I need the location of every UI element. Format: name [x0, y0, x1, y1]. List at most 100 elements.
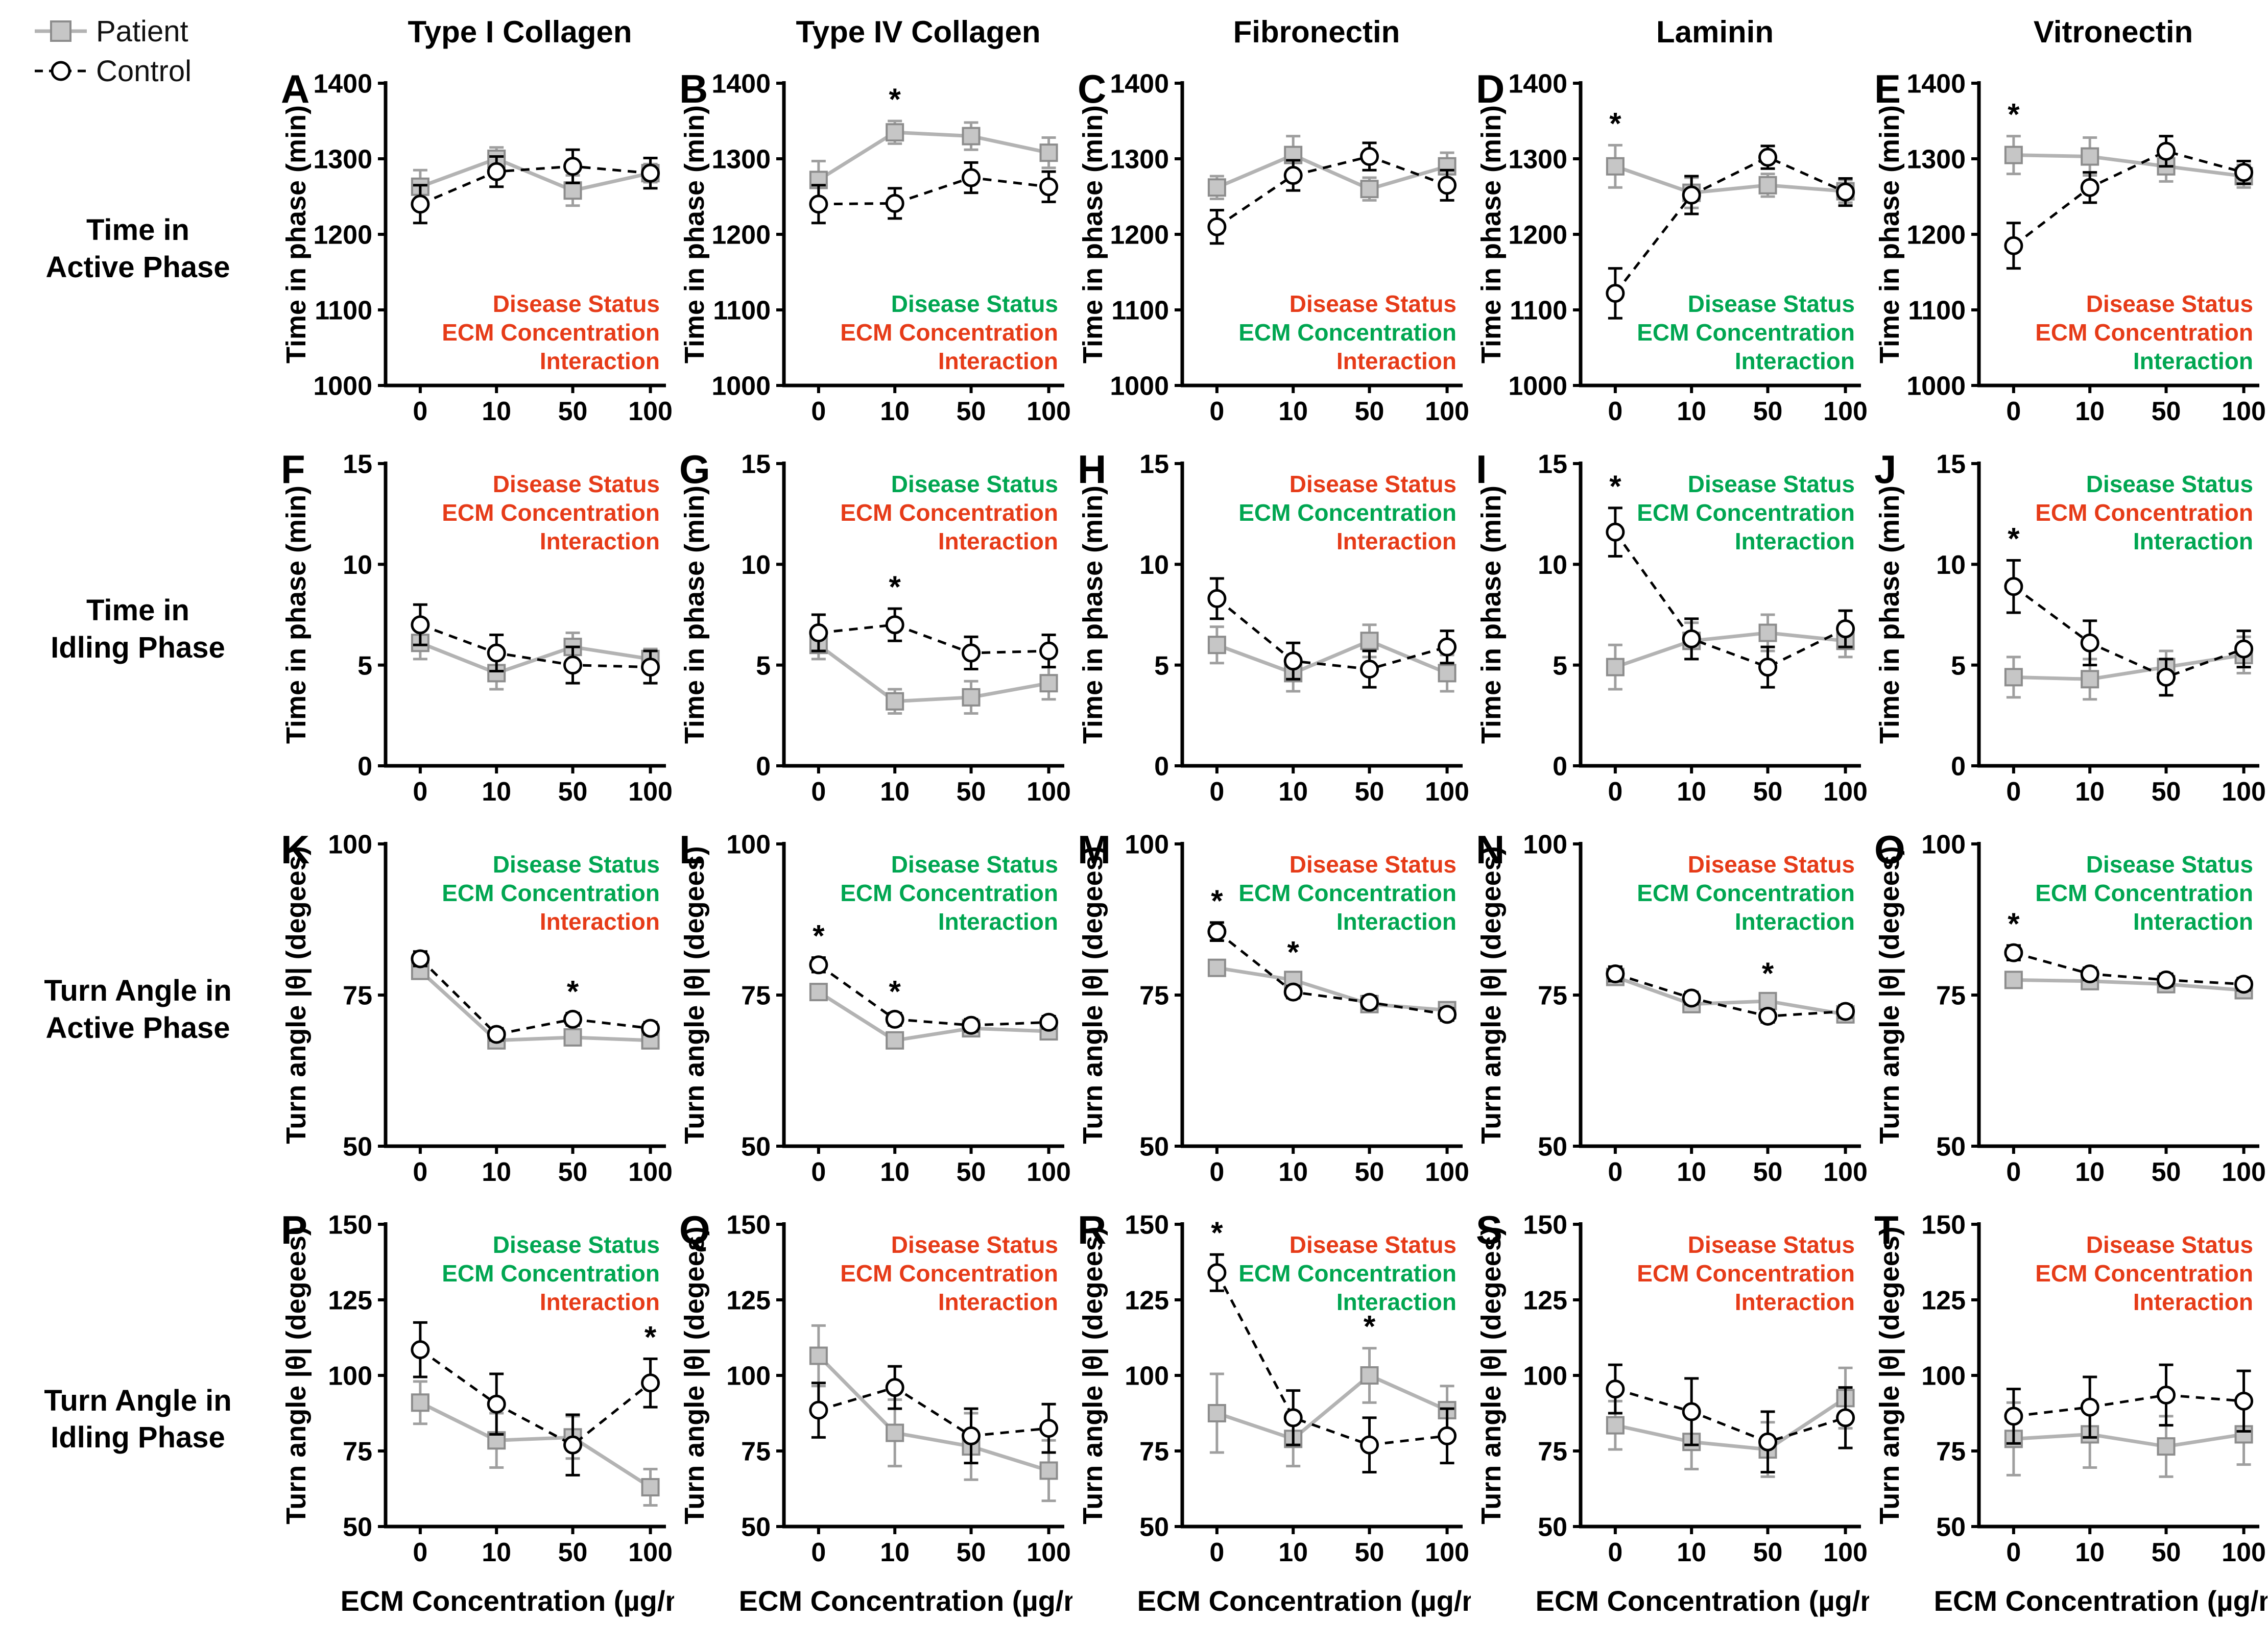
y-tick-label: 15 — [343, 450, 372, 479]
patient-marker — [1039, 143, 1058, 162]
control-marker — [2080, 1397, 2099, 1417]
panel-R: R 50 75 100 125 150 0 10 50 100 Turn angle |θ| (de… — [1072, 1200, 1505, 1639]
annotation-ecm-concentration: ECM Concentration — [1238, 319, 1457, 346]
y-tick-label: 0 — [1951, 752, 1966, 782]
annotation-disease-status: Disease Status — [2086, 471, 2253, 497]
x-tick-label: 50 — [1355, 777, 1384, 807]
control-line — [419, 165, 651, 206]
x-tick-label: 10 — [2075, 397, 2105, 426]
annotation-interaction: Interaction — [938, 1289, 1058, 1315]
patient-marker — [809, 983, 828, 1002]
y-axis-title: Turn angle |θ| (degees) — [281, 846, 312, 1144]
annotation-interaction: Interaction — [2133, 528, 2253, 554]
panel-E-chart: E 1000 1100 1200 1300 1400 0 10 50 100 Time in pha… — [1874, 66, 2266, 426]
control-marker — [809, 1400, 828, 1420]
annotation-disease-status: Disease Status — [493, 291, 660, 317]
control-marker — [2004, 943, 2023, 962]
significance-star: * — [1609, 106, 1621, 140]
control-marker — [1360, 660, 1379, 679]
panel-L-chart: L 50 75 100 0 10 50 100 Turn angle |θ| (degees) *… — [679, 827, 1071, 1187]
control-marker — [2080, 178, 2099, 197]
y-axis-title: Time in phase (min) — [1874, 105, 1905, 364]
patient-marker — [563, 181, 582, 200]
y-tick-label: 10 — [1139, 550, 1169, 580]
significance-star: * — [813, 919, 825, 953]
control-marker — [1039, 641, 1059, 661]
y-tick-label: 75 — [1538, 1437, 1567, 1467]
y-axis-title: Time in phase (min) — [1476, 486, 1507, 744]
x-tick-label: 0 — [1209, 1538, 1224, 1567]
y-tick-label: 150 — [1921, 1211, 1966, 1240]
control-marker — [1606, 522, 1625, 542]
panel-letter-C: C — [1078, 66, 1106, 111]
control-marker — [1207, 922, 1227, 941]
control-marker — [1438, 1426, 1457, 1445]
x-tick-label: 100 — [1425, 1538, 1469, 1567]
patient-line — [2013, 1432, 2245, 1448]
y-tick-label: 125 — [1523, 1286, 1567, 1316]
control-marker — [563, 656, 583, 675]
legend-label-control: Control — [96, 54, 192, 88]
y-tick-label: 150 — [726, 1211, 771, 1240]
patient-line — [2013, 153, 2245, 178]
panel-letter-G: G — [679, 447, 710, 492]
x-tick-label: 0 — [811, 777, 826, 807]
y-axis-title: Turn angle |θ| (degees) — [1476, 846, 1507, 1144]
column-header-2: Type IV Collagen — [796, 15, 1041, 49]
significance-star: * — [567, 975, 579, 1009]
annotation-ecm-concentration: ECM Concentration — [840, 880, 1058, 906]
patient-marker — [1606, 1416, 1625, 1435]
y-axis-title: Turn angle |θ| (degees) — [281, 1226, 312, 1524]
patient-marker — [886, 123, 904, 142]
control-marker — [885, 1009, 904, 1029]
y-tick-label: 15 — [1936, 450, 1966, 479]
y-tick-label: 125 — [1125, 1286, 1169, 1316]
y-tick-label: 10 — [1936, 550, 1966, 580]
control-line — [818, 176, 1049, 206]
y-tick-label: 1400 — [1508, 69, 1567, 99]
y-tick-label: 1300 — [711, 145, 771, 175]
control-marker — [1438, 1005, 1457, 1024]
annotation-interaction: Interaction — [540, 348, 660, 374]
y-tick-label: 1000 — [1906, 372, 1966, 401]
control-line — [1615, 1388, 1846, 1443]
control-marker — [2234, 639, 2254, 659]
y-tick-label: 1100 — [1111, 296, 1169, 326]
control-marker — [809, 955, 828, 975]
x-axis-title: ECM Concentration (µg/ml) — [1934, 1585, 2267, 1617]
patient-marker — [1360, 1366, 1379, 1385]
control-marker — [1606, 1379, 1625, 1399]
patient-line — [1614, 164, 1846, 195]
annotation-ecm-concentration: ECM Concentration — [442, 1260, 660, 1287]
panel-M-chart: M 50 75 100 0 10 50 100 Turn angle |θ| (degees) *… — [1078, 827, 1469, 1187]
control-marker — [962, 643, 981, 663]
annotation-interaction: Interaction — [1336, 1289, 1457, 1315]
control-line — [2013, 150, 2245, 247]
x-tick-label: 50 — [1753, 1538, 1783, 1567]
annotation-interaction: Interaction — [1336, 348, 1457, 374]
row-label-1: Time in Active Phase — [45, 213, 230, 284]
control-marker — [487, 643, 506, 663]
control-marker — [1207, 1263, 1227, 1282]
panel-B-chart: B 1000 1100 1200 1300 1400 0 10 50 100 Time in pha… — [679, 66, 1071, 426]
annotation-interaction: Interaction — [540, 528, 660, 554]
x-tick-label: 0 — [811, 1157, 826, 1187]
patient-marker — [1207, 958, 1226, 977]
x-tick-label: 0 — [2006, 397, 2021, 426]
annotation-ecm-concentration: ECM Concentration — [1238, 880, 1457, 906]
x-tick-label: 100 — [2222, 777, 2266, 807]
y-tick-label: 50 — [741, 1513, 771, 1542]
x-tick-label: 100 — [1026, 1538, 1071, 1567]
annotation-interaction: Interaction — [1336, 528, 1457, 554]
panel-letter-T: T — [1874, 1207, 1899, 1252]
chart-row-2: Time in Idling Phase F 0 5 10 15 0 10 50 100 Time … — [0, 439, 2267, 819]
patient-line — [419, 157, 651, 192]
patient-line — [1615, 1396, 1847, 1451]
panel-H: H 0 5 10 15 0 10 50 100 Time in phase (min) Diseas… — [1072, 439, 1471, 819]
y-axis-title: Turn angle |θ| (degees) — [1874, 1226, 1905, 1524]
y-tick-label: 1100 — [1510, 296, 1567, 326]
control-marker — [962, 168, 981, 187]
panel-D-chart: D 1000 1100 1200 1300 1400 0 10 50 100 Time in pha… — [1476, 66, 1868, 426]
